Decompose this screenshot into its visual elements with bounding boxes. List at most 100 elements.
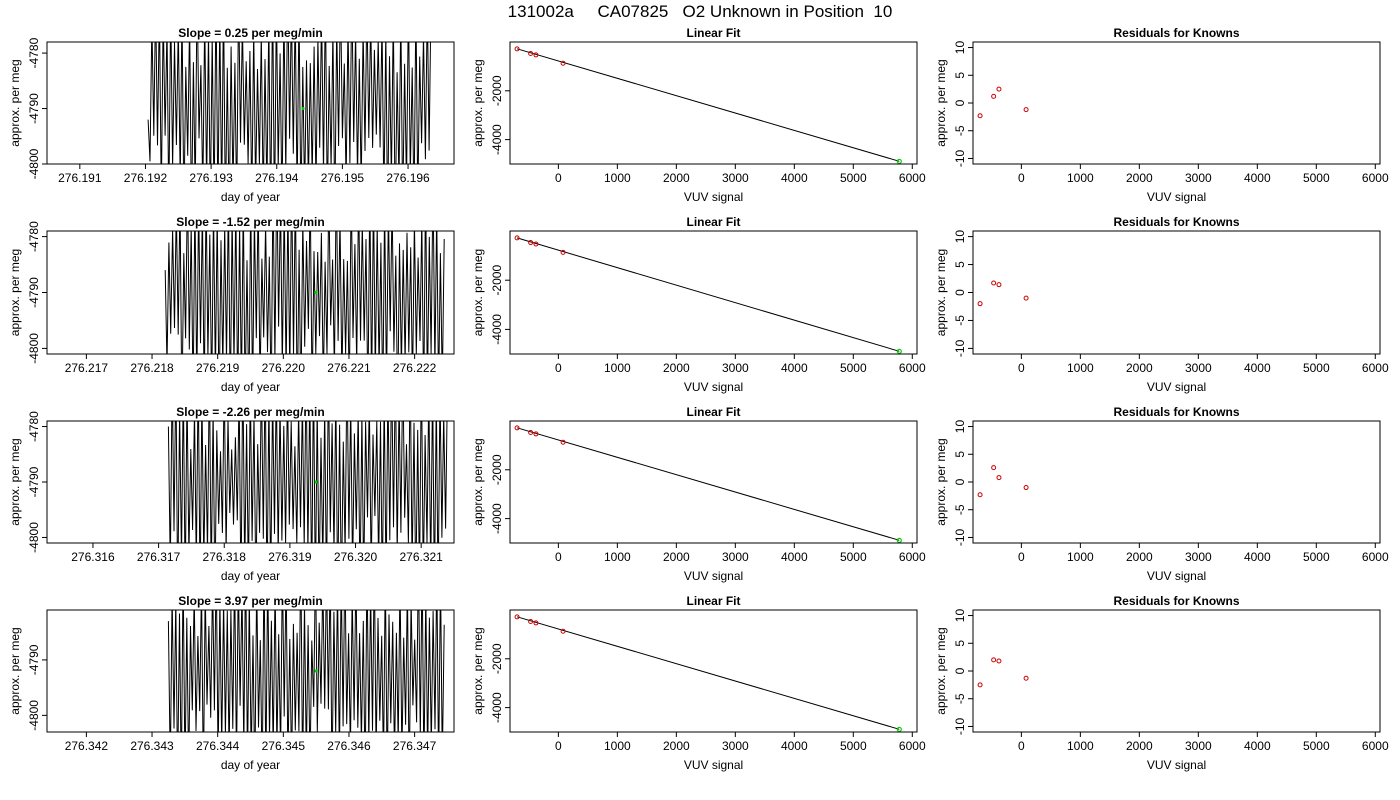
plot-frame [46,609,455,733]
x-tick-label: 6000 [899,361,926,375]
y-tick-label: -4800 [27,148,41,179]
x-tick-label: 0 [1018,171,1025,185]
known-point [514,614,520,620]
x-tick-label: 4000 [781,550,808,564]
x-tick-label: 276.316 [71,550,115,564]
known-point [560,628,566,634]
x-tick-label: 276.194 [255,171,299,185]
panel-trace: Slope = 0.25 per meg/min 276.191 276.192 27… [8,26,455,204]
x-tick-label: 276.219 [196,361,240,375]
x-axis-label: day of year [221,190,280,204]
x-tick-label: 0 [555,550,562,564]
known-point [560,60,566,66]
y-tick-label: -4800 [27,522,41,553]
x-tick-label: 276.221 [327,361,371,375]
plot-frame [509,41,918,165]
panel-title: Linear Fit [686,26,740,40]
plot-frame [972,609,1381,733]
x-tick-label: 3000 [1185,550,1212,564]
x-tick-label: 0 [1018,739,1025,753]
x-tick-label: 5000 [1303,550,1330,564]
x-tick-label: 276.193 [189,171,233,185]
plot-area [977,86,1029,119]
residual-point [996,86,1002,92]
x-tick-label: 6000 [899,171,926,185]
x-tick-label: 276.222 [393,361,437,375]
plot-frame [972,420,1381,544]
x-tick-label: 1000 [1067,171,1094,185]
plot-frame [46,230,455,355]
x-tick-label: 1000 [604,171,631,185]
y-tick-label: -4000 [490,503,504,534]
panel-trace: Slope = 3.97 per meg/min 276.342 276.343 27… [8,594,455,772]
y-tick-label: -4800 [27,700,41,731]
y-tick-label: -4780 [27,37,41,68]
plot-frame [972,230,1381,355]
plot-frame [509,609,918,733]
x-tick-label: 276.343 [130,739,174,753]
plot-area [977,657,1029,688]
x-tick-label: 2000 [1126,739,1153,753]
residual-point [977,113,983,119]
x-tick-label: 4000 [781,171,808,185]
panel-title: Linear Fit [686,405,740,419]
y-axis-label: approx. per meg [8,59,22,146]
x-tick-label: 5000 [840,171,867,185]
page-title: 131002a CA07825 O2 Unknown in Position 1… [507,2,893,21]
unknown-point [896,348,902,354]
x-tick-label: 276.318 [203,550,247,564]
y-axis-label: approx. per meg [934,59,948,146]
x-tick-label: 3000 [1185,361,1212,375]
x-tick-label: 276.191 [58,171,102,185]
plot-area [514,614,902,732]
y-tick-label: -5 [953,693,967,704]
panel-title: Slope = 0.25 per meg/min [178,26,322,40]
x-tick-label: 4000 [781,739,808,753]
x-axis-label: VUV signal [684,380,743,394]
x-tick-label: 5000 [840,550,867,564]
panel-title: Slope = 3.97 per meg/min [178,594,322,608]
panel-residuals: Residuals for Knowns 0 1000 2000 3000 4000 500… [934,215,1389,394]
x-tick-label: 1000 [604,550,631,564]
panel-residuals: Residuals for Knowns 0 1000 2000 3000 4000 500… [934,405,1389,583]
x-tick-label: 4000 [1244,171,1271,185]
residual-point [977,682,983,688]
panel-fit: Linear Fit 0 1000 2000 3000 4000 5000 6000 -4000… [471,215,926,394]
x-axis-label: VUV signal [1147,569,1206,583]
y-tick-label: 10 [953,609,967,623]
x-tick-label: 5000 [1303,739,1330,753]
x-tick-label: 3000 [722,171,749,185]
x-tick-label: 276.192 [124,171,168,185]
fit-line [516,237,900,352]
x-tick-label: 2000 [1126,550,1153,564]
plot-area [164,231,445,354]
x-tick-label: 276.321 [399,550,443,564]
y-tick-label: -4780 [27,411,41,442]
fit-line [516,427,900,541]
plot-area [514,235,902,354]
y-tick-label: -2000 [490,454,504,485]
x-tick-label: 5000 [840,361,867,375]
y-tick-label: -2000 [490,643,504,674]
residual-point [991,280,997,286]
x-tick-label: 6000 [1362,361,1389,375]
y-tick-label: -4790 [27,93,41,124]
x-tick-label: 3000 [1185,171,1212,185]
highlight-point [301,106,305,111]
x-tick-label: 0 [1018,550,1025,564]
x-tick-label: 2000 [663,739,690,753]
y-tick-label: -4790 [27,644,41,675]
y-tick-label: -4780 [27,221,41,252]
panel-title: Residuals for Knowns [1113,215,1239,229]
panel-title: Residuals for Knowns [1113,594,1239,608]
y-tick-label: 5 [953,640,967,647]
x-tick-label: 276.218 [130,361,174,375]
x-tick-label: 6000 [899,550,926,564]
y-tick-label: -2000 [490,75,504,106]
y-tick-label: -10 [953,528,967,546]
x-axis-label: VUV signal [684,758,743,772]
x-tick-label: 1000 [1067,739,1094,753]
y-tick-label: -4000 [490,314,504,345]
plot-frame [46,41,455,165]
panel-residuals: Residuals for Knowns 0 1000 2000 3000 4000 500… [934,26,1389,204]
